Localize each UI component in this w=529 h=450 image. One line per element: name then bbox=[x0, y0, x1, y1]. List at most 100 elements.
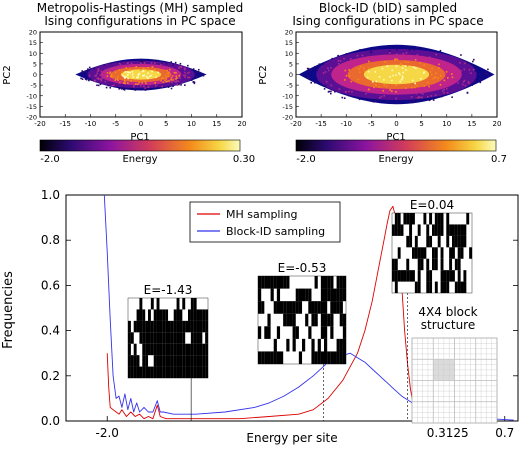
spin-down-cell bbox=[168, 366, 171, 379]
spin-down-cell bbox=[342, 313, 347, 327]
cloud-point bbox=[195, 71, 198, 74]
cloud-point bbox=[104, 69, 107, 71]
cloud-point bbox=[391, 79, 393, 82]
spin-down-cell bbox=[199, 320, 203, 333]
cloud-point bbox=[331, 57, 334, 60]
cloud-point bbox=[127, 69, 130, 72]
spin-down-cell bbox=[392, 224, 395, 236]
spin-down-cell bbox=[190, 343, 194, 356]
cloud-point bbox=[363, 69, 366, 72]
spin-down-cell bbox=[156, 343, 160, 356]
x-tick-label: 10 bbox=[187, 120, 196, 128]
cloud-point bbox=[141, 81, 143, 84]
spin-down-cell bbox=[193, 309, 197, 321]
spin-down-cell bbox=[153, 355, 157, 367]
cloud-point bbox=[127, 73, 129, 76]
cloud-point bbox=[175, 72, 177, 74]
cloud-point bbox=[438, 63, 440, 66]
cloud-point bbox=[180, 84, 182, 86]
cloud-point bbox=[416, 84, 418, 87]
cloud-point bbox=[399, 64, 402, 66]
spin-down-cell bbox=[136, 366, 140, 379]
spin-down-cell bbox=[182, 366, 186, 379]
spin-down-cell bbox=[292, 313, 296, 327]
spin-down-cell bbox=[403, 270, 407, 282]
cloud-point bbox=[80, 77, 82, 80]
spin-down-cell bbox=[199, 332, 203, 344]
pca-cloud-mh bbox=[75, 58, 207, 91]
spin-down-cell bbox=[142, 343, 146, 356]
spin-down-cell bbox=[320, 326, 325, 339]
cloud-point bbox=[466, 92, 469, 94]
cloud-point bbox=[307, 76, 309, 78]
cloud-point bbox=[412, 101, 415, 104]
cloud-point bbox=[468, 82, 470, 85]
cloud-point bbox=[166, 69, 169, 72]
cloud-point bbox=[160, 62, 163, 64]
cloud-point bbox=[148, 88, 150, 90]
spin-down-cell bbox=[185, 343, 189, 356]
spin-down-cell bbox=[324, 351, 328, 365]
cloud-point bbox=[416, 54, 419, 56]
cloud-point bbox=[306, 67, 309, 70]
cloud-point bbox=[396, 101, 398, 103]
spin-down-cell bbox=[168, 355, 171, 367]
spin-down-cell bbox=[426, 281, 430, 294]
spin-down-cell bbox=[457, 224, 461, 236]
cloud-point bbox=[157, 71, 159, 74]
cloud-point bbox=[105, 69, 108, 71]
spin-down-cell bbox=[150, 343, 154, 356]
spin-down-cell bbox=[165, 355, 169, 367]
cloud-point bbox=[351, 90, 353, 93]
cloud-point bbox=[446, 77, 449, 79]
cloud-point bbox=[359, 49, 361, 51]
cloud-point bbox=[453, 78, 455, 81]
cloud-point bbox=[150, 62, 153, 64]
cloud-point bbox=[362, 89, 364, 92]
spin-down-cell bbox=[320, 313, 325, 327]
spin-down-cell bbox=[133, 355, 137, 367]
cloud-point bbox=[473, 81, 476, 83]
cloud-point bbox=[140, 69, 142, 71]
y-tick-label: 15 bbox=[285, 39, 293, 47]
spin-down-cell bbox=[196, 366, 200, 379]
cloud-point bbox=[154, 62, 156, 64]
spin-down-cell bbox=[148, 309, 151, 321]
cloud-point bbox=[428, 56, 431, 58]
cloud-point bbox=[471, 64, 474, 67]
spin-down-cell bbox=[330, 351, 334, 365]
x-tick-label: -5 bbox=[368, 120, 375, 128]
spin-down-cell bbox=[314, 301, 318, 314]
cloud-point bbox=[186, 72, 189, 75]
cloud-point bbox=[88, 66, 91, 69]
cloud-point bbox=[383, 94, 386, 97]
cloud-point bbox=[138, 72, 141, 75]
spin-down-cell bbox=[273, 276, 277, 289]
cloud-point bbox=[399, 80, 402, 83]
cloud-point bbox=[327, 67, 329, 69]
cloud-point bbox=[197, 68, 200, 71]
spin-down-cell bbox=[420, 247, 424, 259]
cloud-point bbox=[445, 71, 448, 73]
spin-down-cell bbox=[412, 213, 415, 225]
cloud-point bbox=[427, 81, 429, 84]
spin-down-cell bbox=[173, 309, 177, 321]
cloud-point bbox=[366, 76, 369, 79]
spin-down-cell bbox=[202, 355, 206, 367]
cloud-point bbox=[193, 81, 196, 84]
spin-down-cell bbox=[148, 366, 151, 379]
spin-down-cell bbox=[196, 332, 200, 344]
cloud-point bbox=[414, 59, 417, 61]
spin-down-cell bbox=[264, 276, 268, 289]
spin-down-cell bbox=[412, 270, 415, 282]
spin-down-cell bbox=[437, 224, 441, 236]
cloud-point bbox=[170, 77, 173, 79]
cloud-point bbox=[195, 75, 197, 77]
spin-down-cell bbox=[324, 301, 328, 314]
cloud-point bbox=[395, 84, 397, 87]
cloud-point bbox=[345, 74, 348, 77]
cloud-point bbox=[345, 63, 347, 66]
x-tick-label: 0 bbox=[394, 120, 398, 128]
x-tick-label: 0 bbox=[139, 120, 143, 128]
cloud-point bbox=[115, 77, 117, 80]
